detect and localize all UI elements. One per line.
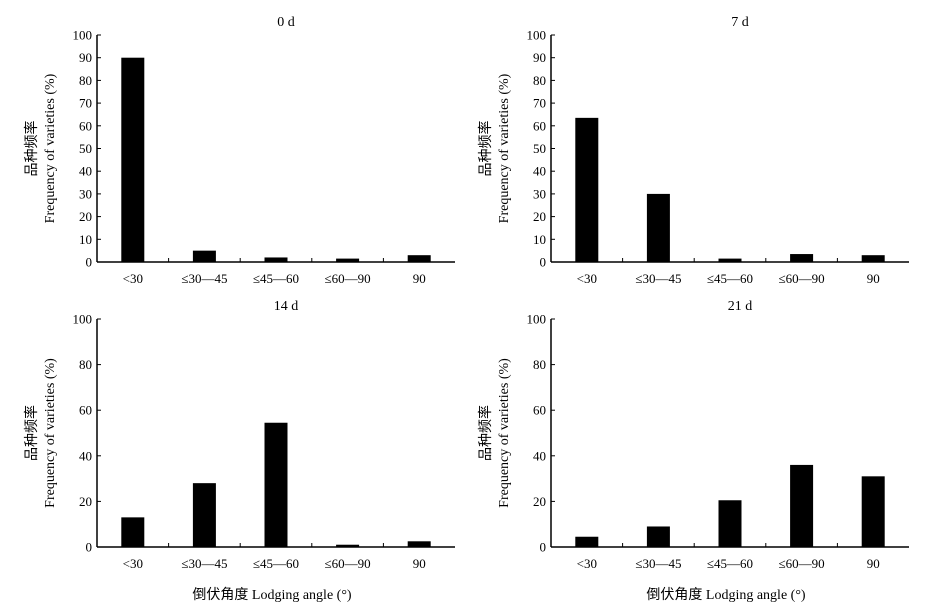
- bar: [192, 483, 216, 547]
- chart-title: 0 d: [277, 15, 295, 30]
- y-tick-label: 60: [533, 403, 546, 418]
- y-axis-label-cn: 品种频率: [23, 121, 40, 177]
- bar: [336, 544, 360, 547]
- bar: [121, 57, 145, 263]
- x-tick-label: ≤45—60: [707, 271, 753, 286]
- y-axis-label: Frequency of varieties (%): [497, 358, 512, 508]
- x-tick-label: ≤45—60: [253, 271, 299, 286]
- bar: [718, 500, 742, 547]
- y-tick-label: 20: [533, 494, 546, 509]
- y-tick-label: 80: [533, 73, 546, 88]
- y-tick-label: 80: [533, 357, 546, 372]
- y-tick-label: 40: [533, 448, 546, 463]
- y-tick-label: 0: [540, 540, 547, 555]
- bar: [646, 526, 670, 547]
- chart-panel-3: 21 d 0 20 40 60 80 100 <30 ≤30—45 ≤45—60 ≤60—90 90 品…: [477, 299, 909, 603]
- y-tick-label: 80: [79, 73, 92, 88]
- y-axis-label-cn: 品种频率: [23, 405, 40, 461]
- bar: [264, 422, 288, 547]
- bar: [718, 258, 742, 262]
- y-tick-label: 40: [79, 164, 92, 179]
- y-tick-label: 100: [73, 28, 93, 43]
- bar: [575, 117, 599, 262]
- chart-title: 21 d: [728, 299, 753, 314]
- x-tick-label: ≤30—45: [181, 556, 227, 571]
- y-tick-label: 40: [533, 164, 546, 179]
- bar: [407, 255, 431, 262]
- x-tick-label: ≤30—45: [635, 556, 681, 571]
- bar: [264, 257, 288, 262]
- y-axis-label: Frequency of varieties (%): [43, 358, 58, 508]
- bar: [336, 258, 360, 262]
- x-tick-label: ≤30—45: [635, 271, 681, 286]
- x-tick-label: <30: [577, 556, 597, 571]
- y-tick-label: 20: [79, 494, 92, 509]
- y-tick-label: 70: [79, 96, 92, 111]
- y-tick-label: 50: [533, 141, 546, 156]
- x-tick-label: ≤30—45: [181, 271, 227, 286]
- y-tick-label: 30: [533, 186, 546, 201]
- y-tick-label: 90: [533, 50, 546, 65]
- x-tick-label: <30: [577, 271, 597, 286]
- x-tick-label: 90: [867, 271, 880, 286]
- y-axis-label-cn: 品种频率: [477, 405, 494, 461]
- y-axis-label: Frequency of varieties (%): [497, 73, 512, 223]
- x-tick-label: ≤60—90: [325, 556, 371, 571]
- chart-title: 14 d: [274, 299, 299, 314]
- y-axis-label-cn: 品种频率: [477, 121, 494, 177]
- x-tick-label: ≤60—90: [779, 556, 825, 571]
- y-tick-label: 20: [533, 209, 546, 224]
- x-tick-label: ≤45—60: [253, 556, 299, 571]
- y-tick-label: 60: [533, 118, 546, 133]
- x-tick-label: ≤60—90: [779, 271, 825, 286]
- y-tick-label: 90: [79, 50, 92, 65]
- y-tick-label: 0: [540, 255, 547, 270]
- y-tick-label: 80: [79, 357, 92, 372]
- bar: [575, 536, 599, 547]
- chart-panel-1: 7 d 0 10 20 30 40 50 60 70 80 90 100 <30 ≤30—45 ≤45—60…: [477, 15, 909, 286]
- y-tick-label: 60: [79, 118, 92, 133]
- y-tick-label: 0: [86, 255, 93, 270]
- bar: [790, 254, 814, 262]
- y-tick-label: 40: [79, 448, 92, 463]
- y-tick-label: 60: [79, 403, 92, 418]
- x-tick-label: ≤60—90: [325, 271, 371, 286]
- chart-title: 7 d: [731, 15, 749, 30]
- y-tick-label: 100: [527, 28, 547, 43]
- x-tick-label: ≤45—60: [707, 556, 753, 571]
- bar: [790, 464, 814, 547]
- y-tick-label: 100: [527, 312, 547, 327]
- bar: [861, 476, 885, 547]
- y-tick-label: 100: [73, 312, 93, 327]
- y-tick-label: 30: [79, 186, 92, 201]
- y-tick-label: 20: [79, 209, 92, 224]
- x-tick-label: 90: [413, 556, 426, 571]
- chart-panel-0: 0 d 0 10 20 30 40 50 60 70 80 90 100 <30 ≤30—45 ≤45—60…: [23, 15, 455, 286]
- bar: [192, 250, 216, 262]
- y-axis-label: Frequency of varieties (%): [43, 73, 58, 223]
- bar: [121, 517, 145, 547]
- y-tick-label: 0: [86, 540, 93, 555]
- y-tick-label: 70: [533, 96, 546, 111]
- y-tick-label: 50: [79, 141, 92, 156]
- x-axis-label: 倒伏角度 Lodging angle (°): [646, 587, 806, 603]
- x-tick-label: 90: [413, 271, 426, 286]
- bar: [861, 255, 885, 262]
- bar: [646, 193, 670, 262]
- x-tick-label: <30: [123, 556, 143, 571]
- chart-panel-2: 14 d 0 20 40 60 80 100 <30 ≤30—45 ≤45—60 ≤60—90 90 品…: [23, 299, 455, 603]
- y-tick-label: 10: [79, 232, 92, 247]
- x-tick-label: 90: [867, 556, 880, 571]
- y-tick-label: 10: [533, 232, 546, 247]
- x-axis-label: 倒伏角度 Lodging angle (°): [192, 587, 352, 603]
- x-tick-label: <30: [123, 271, 143, 286]
- bar: [407, 541, 431, 547]
